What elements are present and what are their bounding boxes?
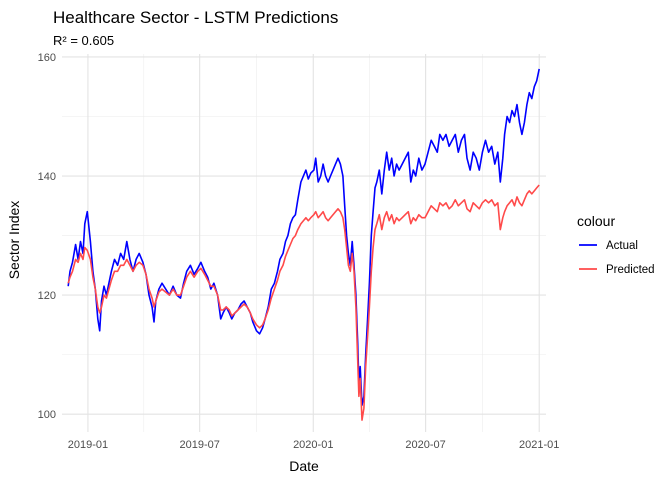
- minor-gridlines: [62, 54, 546, 432]
- x-tick-label: 2019-07: [179, 439, 219, 451]
- x-tick-label: 2019-01: [68, 439, 108, 451]
- chart-subtitle: R² = 0.605: [53, 33, 114, 48]
- y-tick-label: 120: [38, 290, 56, 302]
- legend: colour Actual Predicted: [577, 213, 655, 276]
- x-axis-ticks: 2019-01 2019-07 2020-01 2020-07 2021-01: [68, 439, 560, 451]
- y-tick-label: 100: [38, 409, 56, 421]
- y-tick-label: 160: [38, 52, 56, 64]
- legend-title: colour: [577, 213, 615, 229]
- legend-label-actual: Actual: [606, 240, 638, 252]
- plot-panel: [62, 54, 546, 432]
- x-tick-label: 2021-01: [519, 439, 559, 451]
- legend-items: Actual Predicted: [579, 240, 655, 276]
- x-axis-title: Date: [289, 458, 319, 474]
- legend-label-predicted: Predicted: [606, 264, 655, 276]
- y-axis-title: Sector Index: [6, 201, 22, 280]
- series-line-predicted: [67, 184, 540, 421]
- x-tick-label: 2020-01: [293, 439, 333, 451]
- y-axis-ticks: 100 120 140 160: [38, 52, 56, 421]
- y-tick-label: 140: [38, 171, 56, 183]
- series-layer: [67, 68, 540, 421]
- x-tick-label: 2020-07: [405, 439, 445, 451]
- major-gridlines: [62, 54, 546, 432]
- chart-title: Healthcare Sector - LSTM Predictions: [53, 8, 338, 27]
